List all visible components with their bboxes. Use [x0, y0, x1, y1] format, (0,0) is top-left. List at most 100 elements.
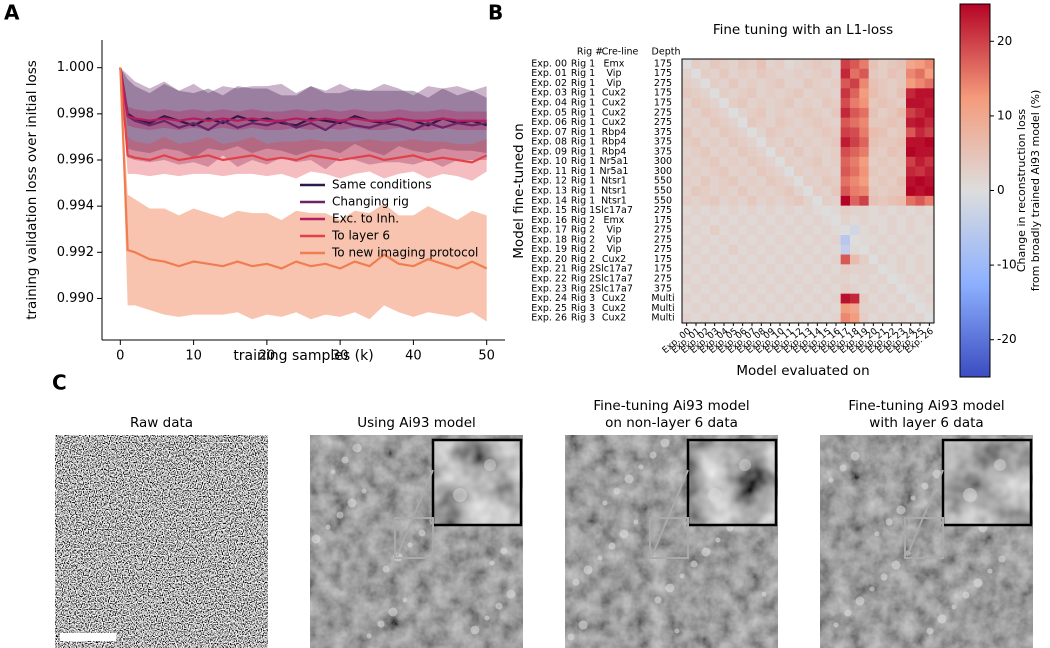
heatmap-cell — [812, 244, 823, 255]
heatmap-cell — [850, 313, 860, 324]
x-tick-label: 10 — [185, 349, 202, 364]
heatmap-cell — [831, 195, 841, 206]
heatmap-cell — [878, 176, 888, 187]
cell-soma — [633, 519, 639, 525]
heatmap-cell — [896, 156, 907, 167]
heatmap-cell — [840, 205, 851, 216]
heatmap-cell — [700, 186, 711, 197]
cell-soma — [484, 615, 490, 621]
heatmap-cell — [784, 225, 795, 236]
row-rig: Rig 2 — [571, 283, 595, 294]
heatmap-cell — [896, 303, 907, 314]
row-label: Exp. 08 — [531, 137, 567, 148]
heatmap-cell — [850, 215, 860, 226]
heatmap-cell — [700, 303, 711, 314]
heatmap-cell — [710, 147, 720, 158]
heatmap-cell — [850, 176, 860, 187]
zoom-connector — [939, 519, 944, 526]
heatmap-cell — [896, 98, 907, 109]
heatmap-cell — [738, 313, 748, 324]
heatmap-cell — [868, 235, 879, 246]
y-tick-label: 0.998 — [57, 106, 94, 121]
heatmap-cell — [700, 293, 711, 304]
row-rig: Rig 2 — [571, 274, 595, 285]
row-cre-line: Vip — [607, 225, 622, 236]
heatmap-cell — [868, 244, 879, 255]
heatmap-cell — [691, 117, 701, 128]
heatmap-cell — [719, 244, 729, 255]
heatmap-cell — [924, 186, 935, 197]
heatmap-cell — [859, 156, 869, 167]
heatmap-cell — [915, 274, 925, 285]
row-rig: Rig 1 — [571, 98, 595, 109]
heatmap-cell — [738, 274, 748, 285]
image-title: Using Ai93 model — [357, 415, 476, 431]
heatmap-cell — [691, 88, 701, 99]
row-cre-line: Cux2 — [602, 293, 626, 304]
heatmap-cell — [831, 186, 841, 197]
cell-soma — [679, 573, 685, 579]
cell-soma — [325, 524, 331, 530]
heatmap-cell — [710, 264, 720, 275]
row-label: Exp. 18 — [531, 234, 567, 245]
y-tick-label: 0.990 — [57, 291, 94, 306]
heatmap-cell — [682, 78, 692, 89]
heatmap-cell — [896, 59, 907, 70]
heatmap-cell — [859, 107, 869, 118]
heatmap-cell — [840, 235, 851, 246]
heatmap-cell — [728, 274, 739, 285]
heatmap-cell — [887, 88, 897, 99]
heatmap-cell — [700, 244, 711, 255]
heatmap-cell — [896, 283, 907, 294]
heatmap-cell — [784, 117, 795, 128]
heatmap-cell — [906, 264, 916, 275]
heatmap-cell — [915, 98, 925, 109]
heatmap-cell — [738, 88, 748, 99]
heatmap-cell — [812, 117, 823, 128]
row-rig: Rig 1 — [571, 156, 595, 167]
cell-soma — [330, 469, 336, 475]
heatmap-cell — [868, 195, 879, 206]
cell-soma — [470, 625, 480, 635]
row-cre-line: Rbp4 — [602, 146, 627, 157]
heatmap-cell — [896, 254, 907, 265]
heatmap-cell — [766, 59, 776, 70]
heatmap-cell — [822, 215, 832, 226]
heatmap-cell — [766, 147, 776, 158]
heatmap-cell — [756, 186, 767, 197]
heatmap-cell — [719, 303, 729, 314]
cell-soma — [506, 589, 516, 599]
heatmap-cell — [840, 137, 851, 148]
heatmap-cell — [766, 254, 776, 265]
panel-label: A — [4, 1, 20, 25]
heatmap-cell — [859, 283, 869, 294]
heatmap-cell — [775, 235, 785, 246]
heatmap-cell — [840, 166, 851, 177]
heatmap-cell — [812, 176, 823, 187]
heatmap-cell — [906, 98, 916, 109]
heatmap-cell — [924, 147, 935, 158]
heatmap-cell — [859, 88, 869, 99]
series-line — [119, 67, 488, 164]
inset-image — [433, 440, 521, 525]
row-cre-line: Slc17a7 — [595, 274, 633, 285]
row-depth: 550 — [654, 195, 672, 206]
row-rig: Rig 1 — [571, 166, 595, 177]
heatmap-cell — [710, 195, 720, 206]
heatmap-cell — [700, 147, 711, 158]
heatmap-cell — [812, 137, 823, 148]
heatmap-cell — [738, 176, 748, 187]
heatmap-cell — [812, 59, 823, 70]
colorbar-tick-label: -20 — [997, 332, 1017, 346]
heatmap-cell — [868, 205, 879, 216]
heatmap-cell — [915, 264, 925, 275]
row-cre-line: Nr5a1 — [600, 166, 629, 177]
heatmap-cell — [784, 137, 795, 148]
heatmap-cell — [756, 127, 767, 138]
row-depth: 275 — [654, 205, 672, 216]
heatmap-cell — [840, 98, 851, 109]
heatmap-cell — [822, 225, 832, 236]
heatmap-cell — [719, 195, 729, 206]
zoom-region — [904, 517, 944, 559]
